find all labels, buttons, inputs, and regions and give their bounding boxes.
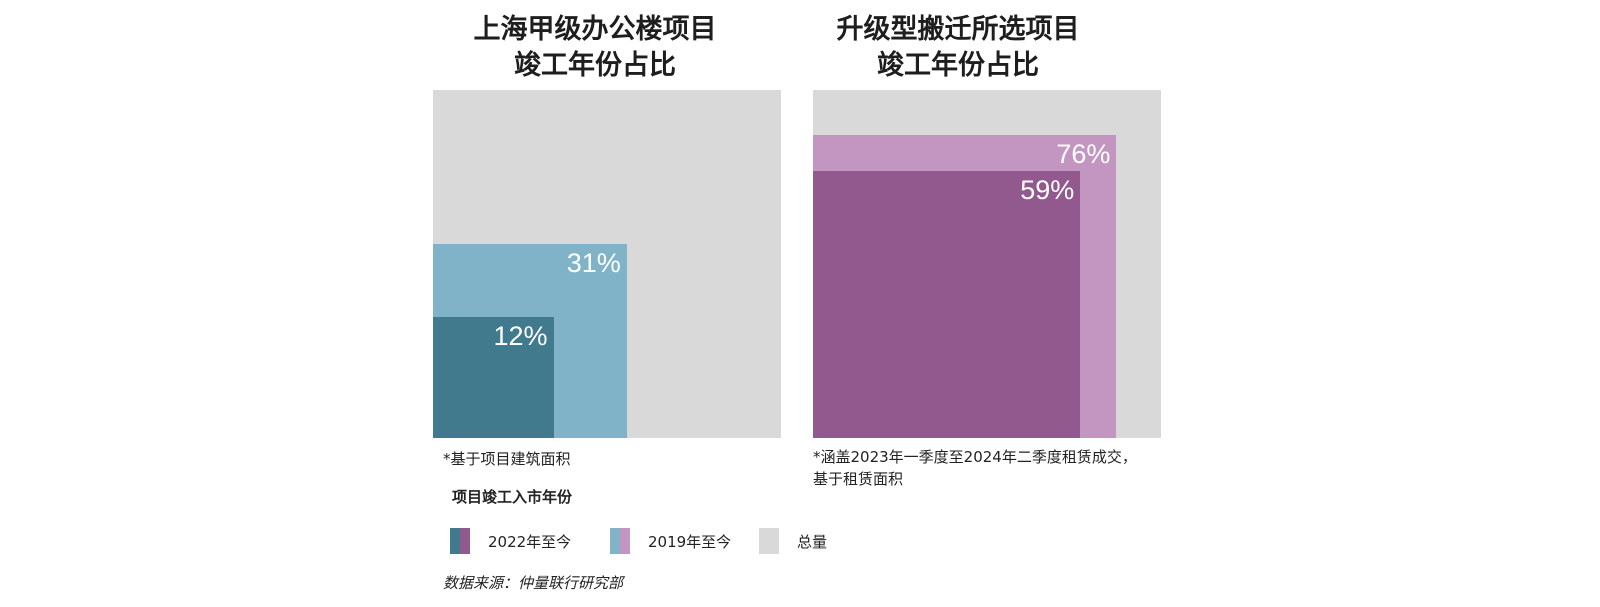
legend-swatch-total bbox=[759, 528, 779, 554]
chart-title-right-line-2: 竣工年份占比 bbox=[877, 50, 1039, 81]
chart-panel-right-total: 76% 59% bbox=[813, 90, 1161, 438]
legend-label-total: 总量 bbox=[797, 532, 828, 551]
label-right-2022: 59% bbox=[1020, 174, 1075, 205]
legend-item-2022: 2022年至今 bbox=[450, 528, 571, 554]
legend-swatch-2022 bbox=[450, 528, 470, 554]
legend-label-2022: 2022年至今 bbox=[488, 532, 572, 551]
legend-item-total: 总量 bbox=[759, 528, 827, 554]
chart-title-left: 上海甲级办公楼项目 竣工年份占比 bbox=[385, 12, 805, 84]
square-right-2022 bbox=[813, 170, 1081, 438]
chart-title-left-line-2: 竣工年份占比 bbox=[514, 50, 676, 81]
chart-panel-left-total: 31% 12% bbox=[433, 90, 781, 438]
chart-title-right-line-1: 升级型搬迁所选项目 bbox=[836, 14, 1080, 45]
source-note: 数据来源：仲量联行研究部 bbox=[443, 574, 624, 592]
chart-title-left-line-1: 上海甲级办公楼项目 bbox=[473, 14, 717, 45]
note-right: *涵盖2023年一季度至2024年二季度租赁成交， 基于租赁面积 bbox=[813, 446, 1137, 490]
legend-item-2019: 2019年至今 bbox=[610, 528, 731, 554]
legend-label-2019: 2019年至今 bbox=[648, 532, 732, 551]
legend-swatch-2019 bbox=[610, 528, 630, 554]
square-left-2022 bbox=[433, 317, 554, 438]
label-right-2019: 76% bbox=[1056, 138, 1111, 169]
note-right-line-2: 基于租赁面积 bbox=[813, 470, 904, 488]
note-left: *基于项目建筑面积 bbox=[443, 450, 571, 468]
chart-title-right: 升级型搬迁所选项目 竣工年份占比 bbox=[748, 12, 1168, 84]
note-right-line-1: *涵盖2023年一季度至2024年二季度租赁成交， bbox=[813, 448, 1137, 466]
label-left-2022: 12% bbox=[493, 321, 548, 352]
legend-title: 项目竣工入市年份 bbox=[452, 488, 573, 506]
label-left-2019: 31% bbox=[566, 248, 621, 279]
